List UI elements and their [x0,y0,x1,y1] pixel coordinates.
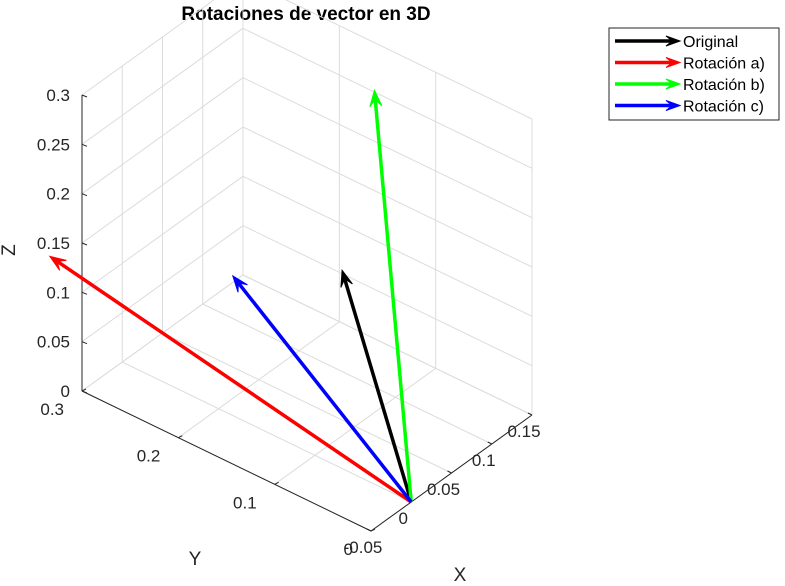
legend-swatch-rotacion-a-head [665,57,682,68]
vectors [48,88,413,504]
vector-rotacion-c-head [231,274,248,293]
vector-original [340,268,413,503]
vector-rotacion-a-shaft [55,259,413,504]
grid-line-x-floor [122,361,412,503]
grid-line-z-side [242,225,533,367]
grid-line-z-back [81,225,244,343]
grid-line-y-floor [274,367,436,485]
legend-swatch-original-head [665,35,682,47]
z-tick-mark [81,143,88,147]
grid-line-z-back [81,126,244,244]
grid-line-y-floor [178,321,340,439]
vector-rotacion-b-shaft [373,98,413,503]
legend-item-rotacion-b[interactable]: Rotación b) [615,77,765,94]
z-tick-mark [81,291,88,295]
grid-line-z-side [242,27,533,169]
y-tick-label: 0.1 [233,493,257,512]
legend-swatch-original [615,35,682,47]
grid-line-z-side [242,77,533,219]
z-tick-label: 0.2 [46,185,70,204]
x-tick-label: 0.05 [427,480,460,499]
x-tick-label: -0.05 [344,538,383,557]
x-tick-label: 0 [399,509,408,528]
vector-rotacion-b [369,88,413,503]
y-tick-label: 0.2 [137,447,161,466]
grid-line-z-side [242,274,533,416]
grid [81,0,533,532]
z-tick-label: 0.25 [37,135,70,154]
grid-line-z-back [81,0,215,96]
vector-original-head [340,268,353,288]
legend-swatch-rotacion-c [615,100,682,111]
vector-original-shaft [342,277,413,503]
grid-line-z-back [81,77,244,195]
vector-rotacion-a-head [48,255,67,271]
legend-item-rotacion-c[interactable]: Rotación c) [615,99,764,116]
y-tick-mark [274,481,279,485]
y-axis-label: Y [189,549,202,570]
y-tick-mark [370,528,376,532]
vector-rotacion-a [48,255,413,504]
legend[interactable]: Original Rotación a) Rotación b) Rotación c… [608,27,780,121]
vector-rotacion-c-shaft [236,281,413,504]
z-tick-mark [81,94,88,98]
x-tick-mark [447,470,452,474]
legend-label: Rotación b) [683,77,765,94]
legend-item-rotacion-a[interactable]: Rotación a) [615,56,765,73]
legend-label: Original [683,34,738,51]
z-tick-label: 0.1 [46,283,70,302]
x-tick-mark [487,441,492,445]
y-tick-mark [178,435,183,439]
grid-line-z-back [81,27,244,145]
z-tick-label: 0.3 [46,86,70,105]
x-tick-mark [366,528,372,532]
z-tick-label: 0.15 [37,234,70,253]
vector-rotacion-c [231,274,413,504]
legend-item-original[interactable]: Original [615,34,738,51]
grid-line-z-side [285,0,533,120]
z-tick-mark [81,193,88,197]
x-tick-mark [527,412,533,416]
legend-swatch-rotacion-a [615,57,682,68]
x-tick-label: 0.15 [507,422,540,441]
legend-swatch-rotacion-b [615,78,682,90]
z-axis-label: Z [0,244,20,256]
chart-title: Rotaciones de vector en 3D [181,4,430,25]
grid-line-x-floor [162,332,452,474]
legend-label: Rotación a) [683,56,765,73]
y-tick-label: 0 [344,540,353,559]
x-tick-label: 0.1 [472,451,496,470]
axes [81,94,533,532]
vector-rotacion-b-head [369,88,383,108]
y-tick-label: 0.3 [40,400,64,419]
z-tick-mark [81,242,88,246]
y-tick-mark [81,388,87,392]
grid-line-x-floor [202,303,492,445]
grid-line-z-back [81,175,244,293]
z-tick-label: 0 [61,382,70,401]
legend-swatch-rotacion-b-head [665,78,682,90]
x-axis-label: X [454,565,467,586]
grid-line-z-side [242,126,533,268]
z-tick-mark [81,341,88,345]
y-axis-line [81,390,372,532]
legend-swatch-rotacion-c-head [665,100,682,111]
tick-labels: -0.0500.050.10.1500.10.20.300.050.10.150… [37,86,541,559]
legend-label: Rotación c) [683,99,764,116]
z-tick-label: 0.05 [37,333,70,352]
z-tick-mark [81,390,88,394]
